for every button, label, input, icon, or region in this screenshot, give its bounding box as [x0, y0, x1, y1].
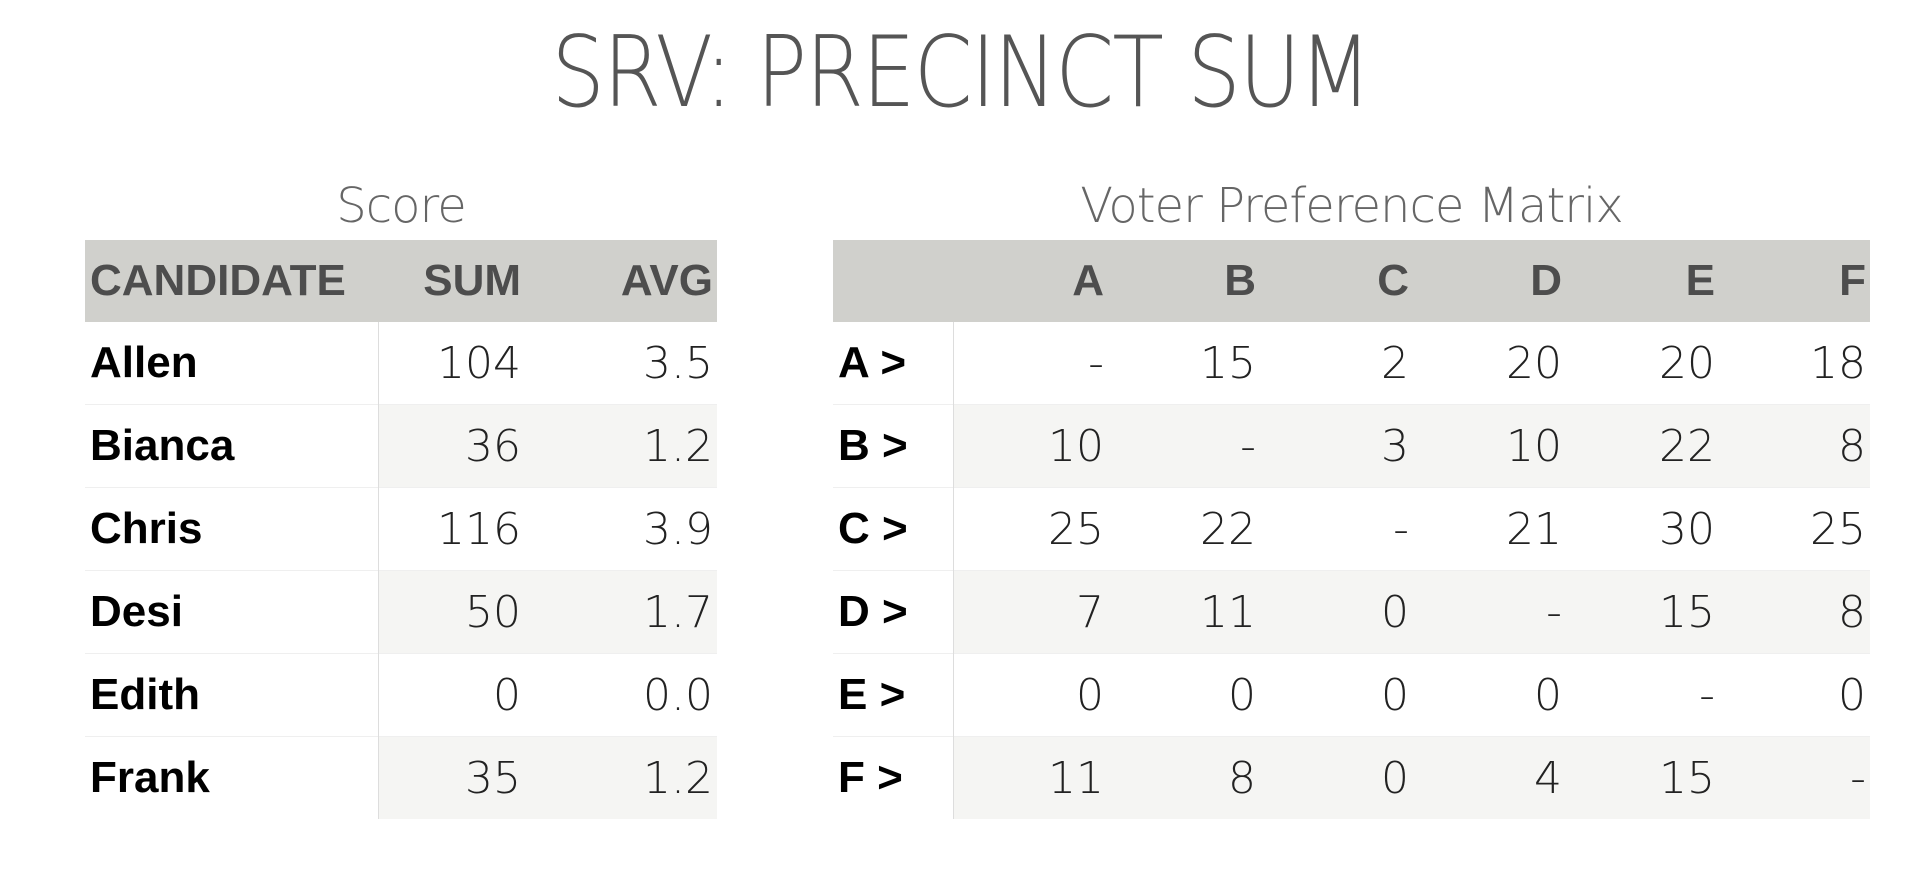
matrix-cell: 8	[1719, 570, 1870, 654]
candidate-sum: 36	[378, 404, 525, 488]
matrix-cell: 0	[1260, 653, 1413, 737]
column-header-d: D	[1413, 240, 1566, 322]
candidate-name: Allen	[85, 322, 379, 405]
candidate-sum: 50	[378, 570, 525, 654]
candidate-name: Frank	[85, 736, 379, 819]
matrix-cell: 0	[1260, 736, 1413, 819]
table-row: Chris 116 3.9	[85, 487, 717, 571]
candidate-avg: 3.9	[525, 487, 717, 571]
candidate-avg: 0.0	[525, 653, 717, 737]
matrix-cell: 15	[1566, 570, 1719, 654]
matrix-row-label: E >	[833, 653, 954, 737]
matrix-cell: 0	[1413, 653, 1566, 737]
candidate-name: Edith	[85, 653, 379, 737]
candidate-avg: 1.7	[525, 570, 717, 654]
table-row: Frank 35 1.2	[85, 736, 717, 819]
preference-matrix-table: A B C D E F A > - 15 2 20 20 18 B > 10 -…	[833, 240, 1870, 819]
matrix-cell: 25	[1719, 487, 1870, 571]
matrix-cell: 11	[953, 736, 1108, 819]
matrix-cell: 3	[1260, 404, 1413, 488]
matrix-row-label: B >	[833, 404, 954, 488]
matrix-cell: -	[1260, 487, 1413, 571]
matrix-header-row: A B C D E F	[833, 240, 1870, 322]
column-header-c: C	[1260, 240, 1413, 322]
candidate-avg: 3.5	[643, 337, 713, 389]
matrix-cell: 7	[953, 570, 1108, 654]
matrix-cell: -	[1088, 337, 1104, 389]
table-row: Allen 104 3.5	[85, 322, 717, 405]
score-header-row: CANDIDATE SUM AVG	[85, 240, 717, 322]
matrix-corner-header	[833, 240, 953, 322]
matrix-cell: 11	[1108, 570, 1260, 654]
matrix-cell: 15	[1200, 337, 1256, 389]
matrix-cell: 22	[1566, 404, 1719, 488]
page-title: SRV: PRECINCT SUM	[551, 16, 1371, 130]
matrix-row-label: C >	[833, 487, 954, 571]
matrix-row-label: D >	[833, 570, 954, 654]
column-header-sum: SUM	[378, 240, 525, 322]
matrix-cell: -	[1413, 570, 1566, 654]
table-row: F > 11 8 0 4 15 -	[833, 736, 1870, 819]
matrix-cell: 0	[1719, 653, 1870, 737]
candidate-sum: 104	[437, 337, 521, 389]
matrix-cell: -	[1566, 653, 1719, 737]
candidate-sum: 0	[378, 653, 525, 737]
matrix-cell: 0	[953, 653, 1108, 737]
candidate-sum: 35	[378, 736, 525, 819]
matrix-cell: -	[1108, 404, 1260, 488]
matrix-row-label: A >	[833, 322, 954, 405]
candidate-name: Desi	[85, 570, 379, 654]
matrix-cell: 0	[1260, 570, 1413, 654]
column-header-a: A	[953, 240, 1108, 322]
column-header-f: F	[1719, 240, 1870, 322]
matrix-cell: 10	[953, 404, 1108, 488]
candidate-avg: 1.2	[525, 404, 717, 488]
matrix-cell: 8	[1719, 404, 1870, 488]
score-table: CANDIDATE SUM AVG Allen 104 3.5 Bianca 3…	[85, 240, 717, 819]
matrix-row-label: F >	[833, 736, 954, 819]
column-header-avg: AVG	[525, 240, 717, 322]
score-table-caption: Score	[336, 178, 466, 234]
table-row: Edith 0 0.0	[85, 653, 717, 737]
table-row: Bianca 36 1.2	[85, 404, 717, 488]
matrix-cell: 0	[1108, 653, 1260, 737]
matrix-cell: 18	[1810, 337, 1866, 389]
candidate-name: Bianca	[85, 404, 379, 488]
matrix-cell: 4	[1413, 736, 1566, 819]
candidate-sum: 116	[378, 487, 525, 571]
candidate-name: Chris	[85, 487, 379, 571]
matrix-table-caption: Voter Preference Matrix	[1080, 178, 1624, 234]
table-row: E > 0 0 0 0 - 0	[833, 653, 1870, 737]
matrix-cell: 8	[1108, 736, 1260, 819]
table-row: C > 25 22 - 21 30 25	[833, 487, 1870, 571]
matrix-cell: 10	[1413, 404, 1566, 488]
matrix-cell: 22	[1108, 487, 1260, 571]
matrix-cell: 30	[1566, 487, 1719, 571]
table-row: B > 10 - 3 10 22 8	[833, 404, 1870, 488]
matrix-cell: 25	[953, 487, 1108, 571]
column-header-b: B	[1108, 240, 1260, 322]
matrix-cell: 2	[1381, 337, 1409, 389]
column-header-e: E	[1566, 240, 1719, 322]
matrix-cell: 15	[1566, 736, 1719, 819]
table-row: D > 7 11 0 - 15 8	[833, 570, 1870, 654]
column-header-candidate: CANDIDATE	[85, 240, 378, 322]
matrix-cell: 20	[1506, 337, 1562, 389]
candidate-avg: 1.2	[525, 736, 717, 819]
matrix-cell: -	[1719, 736, 1870, 819]
table-row: Desi 50 1.7	[85, 570, 717, 654]
matrix-cell: 21	[1413, 487, 1566, 571]
matrix-cell: 20	[1659, 337, 1715, 389]
table-row: A > - 15 2 20 20 18	[833, 322, 1870, 405]
